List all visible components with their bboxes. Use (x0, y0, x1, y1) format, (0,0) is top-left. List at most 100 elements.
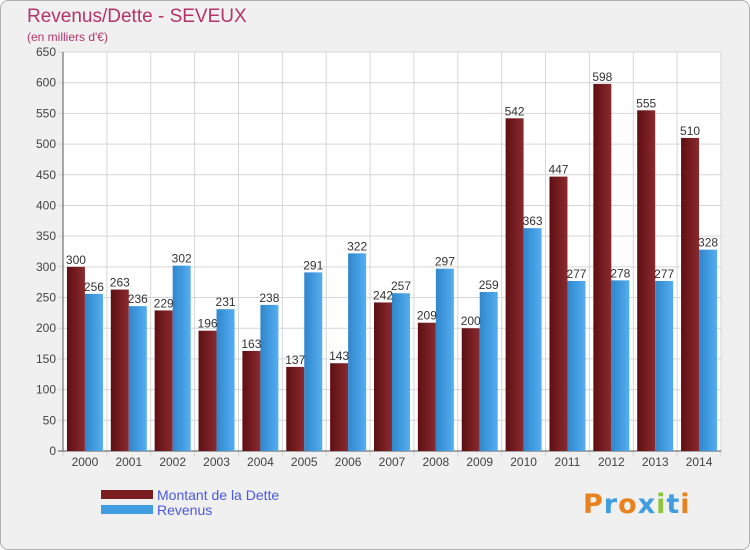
bar-revenue (523, 228, 542, 451)
data-label-revenue: 277 (566, 267, 586, 281)
data-labels: 300 263 229 196 163 137 143 242 209 200 542 447 598 5… (66, 70, 718, 367)
x-tick-label: 2008 (423, 455, 450, 469)
legend-swatch-revenue (101, 505, 153, 514)
bar-debt (593, 83, 612, 452)
bar-revenue (567, 280, 586, 451)
proxiti-logo: Proxiti (583, 489, 691, 520)
y-tick-label: 200 (36, 321, 56, 335)
data-label-debt: 209 (417, 309, 437, 323)
y-tick-label: 100 (36, 383, 56, 397)
data-label-debt: 598 (592, 70, 612, 84)
data-label-debt: 196 (198, 317, 218, 331)
bar-debt (198, 330, 217, 451)
x-tick-label: 2013 (642, 455, 669, 469)
bar-debt (549, 176, 568, 451)
y-tick-label: 50 (43, 413, 57, 427)
data-label-debt: 447 (548, 163, 568, 177)
data-label-revenue: 297 (435, 255, 455, 269)
data-label-revenue: 322 (347, 239, 367, 253)
bar-revenue (216, 309, 235, 451)
y-tick-label: 650 (36, 45, 56, 59)
data-label-revenue: 278 (610, 266, 630, 280)
legend: Montant de la Dette Revenus (101, 486, 280, 518)
bar-revenue (435, 268, 454, 451)
x-tick-label: 2010 (510, 455, 537, 469)
y-tick-label: 350 (36, 229, 56, 243)
data-label-debt: 242 (373, 288, 393, 302)
logo-letter: o (618, 489, 638, 520)
data-label-debt: 137 (285, 353, 305, 367)
logo-letter: P (583, 489, 604, 520)
data-label-debt: 163 (241, 337, 261, 351)
data-label-debt: 555 (636, 96, 656, 110)
data-label-revenue: 291 (303, 258, 323, 272)
logo-letter: x (637, 489, 657, 520)
x-tick-label: 2000 (72, 455, 99, 469)
bar-debt (286, 366, 305, 451)
x-tick-label: 2001 (115, 455, 142, 469)
data-label-revenue: 256 (84, 280, 104, 294)
y-tick-label: 550 (36, 106, 56, 120)
data-label-revenue: 328 (698, 236, 718, 250)
y-tick-label: 600 (36, 76, 56, 90)
data-label-revenue: 277 (654, 267, 674, 281)
x-tick-label: 2009 (466, 455, 493, 469)
chart-subtitle: (en milliers d'€) (27, 30, 108, 44)
x-tick-label: 2011 (555, 455, 581, 469)
bar-revenue (304, 272, 323, 451)
bar-revenue (699, 249, 718, 451)
logo-letter: t (666, 489, 681, 520)
bar-revenue (392, 293, 410, 451)
y-tick-label: 250 (36, 291, 56, 305)
bar-debt (66, 266, 85, 451)
logo-letter: i (656, 489, 667, 520)
x-tick-label: 2012 (598, 455, 625, 469)
bars (66, 83, 718, 452)
bar-debt (461, 328, 480, 451)
data-label-debt: 200 (461, 314, 481, 328)
y-tick-label: 500 (36, 137, 56, 151)
bar-revenue (479, 292, 498, 451)
data-label-revenue: 363 (523, 214, 543, 228)
data-label-debt: 510 (680, 124, 700, 138)
bar-debt (154, 310, 173, 451)
bar-debt (374, 302, 392, 451)
bar-debt (110, 289, 129, 451)
legend-item-revenue: Revenus (101, 501, 279, 518)
y-tick-label: 0 (49, 444, 56, 458)
bar-debt (330, 363, 349, 451)
bar-debt (417, 322, 436, 451)
bar-debt (242, 350, 261, 451)
legend-label-debt: Montant de la Dette (157, 486, 280, 503)
data-label-debt: 143 (329, 349, 349, 363)
data-label-revenue: 238 (259, 291, 279, 305)
data-label-revenue: 302 (172, 252, 192, 266)
data-label-revenue: 259 (479, 278, 499, 292)
bar-revenue (348, 253, 367, 451)
x-tick-label: 2014 (686, 455, 713, 469)
data-label-debt: 300 (66, 253, 86, 267)
data-label-revenue: 257 (391, 279, 411, 293)
x-tick-label: 2002 (159, 455, 186, 469)
x-tick-label: 2006 (335, 455, 362, 469)
data-label-debt: 542 (505, 104, 525, 118)
bar-debt (637, 110, 656, 452)
data-label-revenue: 236 (128, 292, 148, 306)
bar-revenue (260, 304, 279, 451)
bar-revenue (611, 280, 630, 451)
x-tick-label: 2007 (379, 455, 406, 469)
bar-revenue (655, 280, 674, 451)
data-label-debt: 229 (154, 296, 174, 310)
bar-revenue (172, 265, 191, 451)
logo-letter: i (680, 489, 691, 520)
y-tick-label: 400 (36, 198, 56, 212)
y-tick-label: 450 (36, 168, 56, 182)
bar-debt (681, 137, 700, 451)
legend-label-revenue: Revenus (157, 501, 213, 518)
bar-debt (505, 118, 524, 452)
legend-item-debt: Montant de la Dette (101, 486, 280, 503)
bar-revenue (128, 306, 147, 451)
legend-swatch-debt (101, 490, 153, 499)
